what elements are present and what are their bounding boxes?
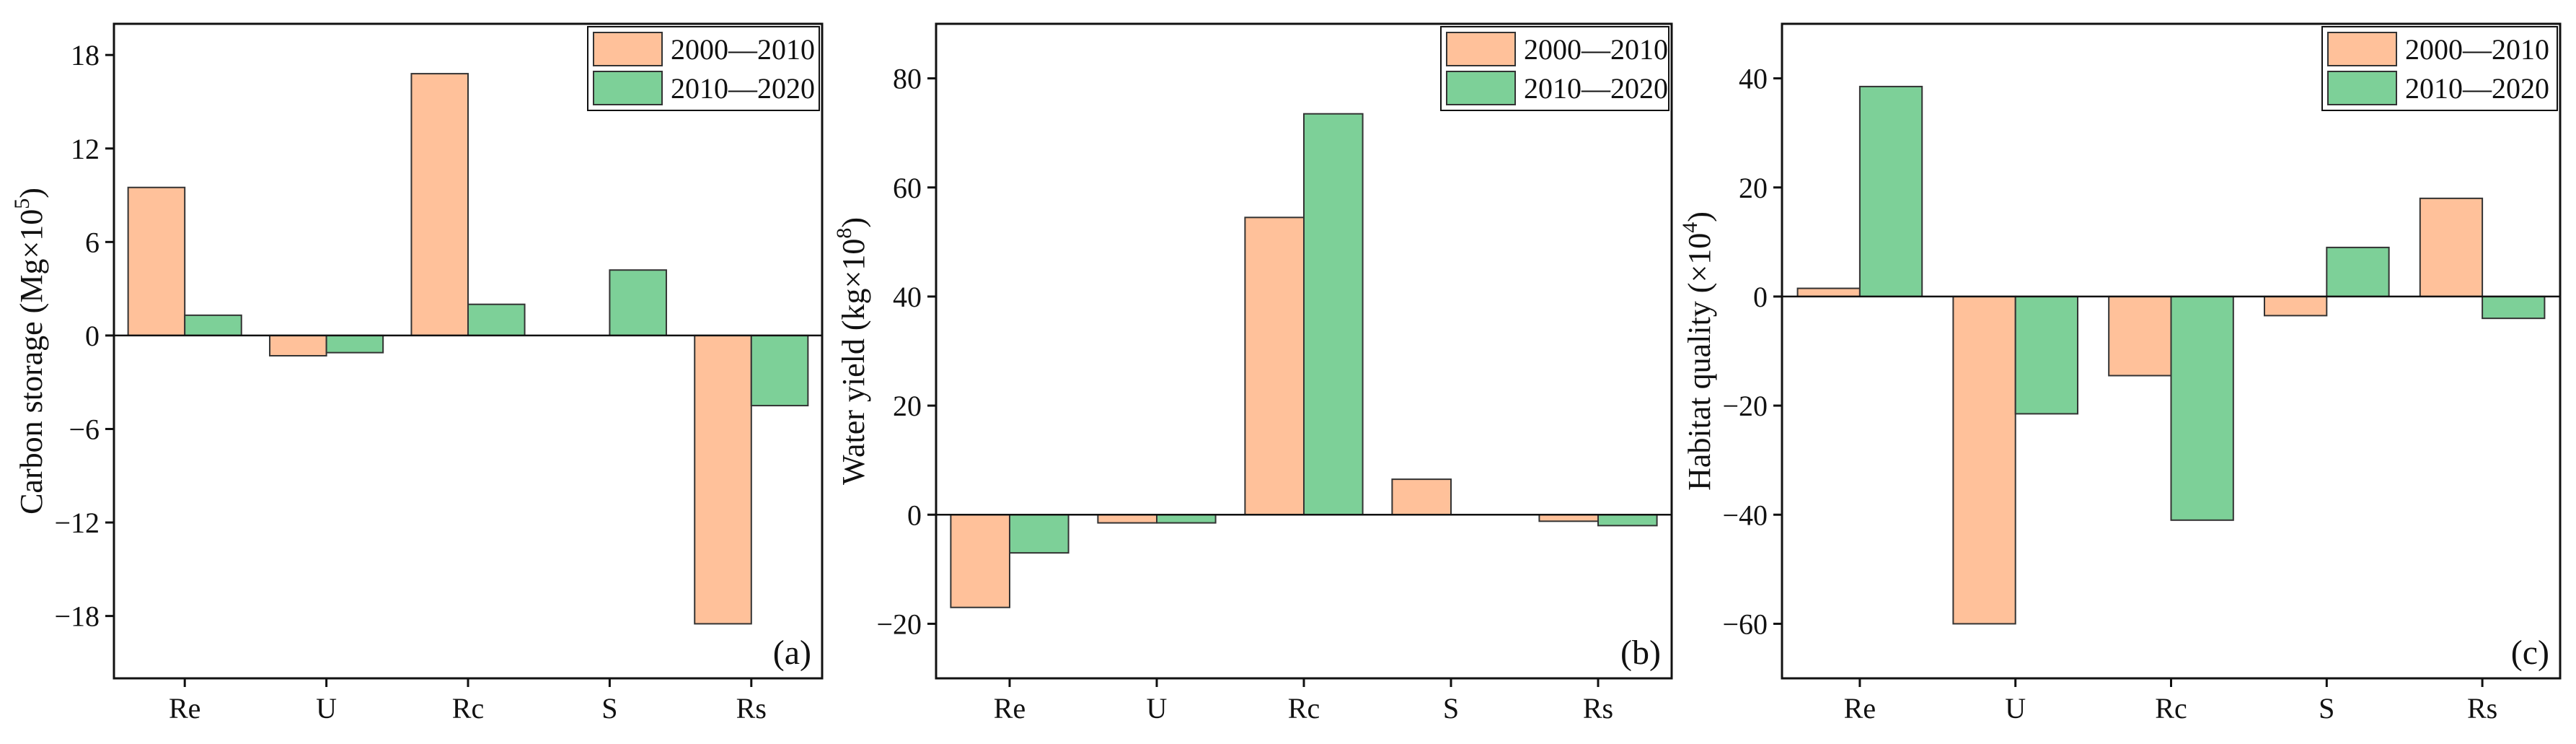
- y-tick-label: 40: [1739, 63, 1768, 95]
- y-tick-label: −40: [1722, 499, 1768, 531]
- bar-Rs-series2: [2482, 295, 2546, 320]
- y-tick-label: 60: [893, 172, 922, 204]
- panel-label: (c): [2511, 634, 2549, 672]
- y-tick-label: 20: [893, 390, 922, 422]
- y-axis-label: Water yield (kg×108): [832, 217, 871, 485]
- legend-label-1: 2000—2010: [1524, 33, 1668, 66]
- y-tick-label: −12: [54, 507, 100, 539]
- bar-Rs-series1: [2419, 197, 2484, 297]
- y-tick-label: 0: [85, 320, 100, 352]
- y-axis-label-end: ): [836, 217, 871, 228]
- x-tick-label: U: [2005, 692, 2026, 725]
- legend-swatch-2: [593, 71, 663, 105]
- bar-Rs-series1: [694, 334, 752, 625]
- x-tick-label: Rs: [2467, 692, 2497, 725]
- y-tick-label: 6: [85, 226, 100, 258]
- y-tick-label: −20: [1722, 390, 1768, 422]
- legend-swatch-2: [2327, 71, 2397, 105]
- legend-label-2: 2010—2020: [2405, 72, 2549, 105]
- x-tick-label: U: [316, 692, 337, 725]
- x-tick-label: S: [2319, 692, 2334, 725]
- legend-label-2: 2010—2020: [671, 72, 815, 105]
- x-tick-label: Rc: [2155, 692, 2187, 725]
- x-tick-label: Rs: [1583, 692, 1613, 725]
- bar-U-series1: [1952, 295, 2016, 625]
- panel-b: −20 0 20 40 60 80 Re U Rc S Rs Water yield (kg×108)…: [832, 22, 1673, 725]
- panel-label: (a): [773, 634, 811, 672]
- legend-swatch-1: [593, 32, 663, 66]
- y-tick-label: 0: [1753, 281, 1768, 313]
- y-axis-label-main: Habitat quality (×10: [1682, 233, 1717, 491]
- y-axis-label-end: ): [1682, 211, 1717, 222]
- bar-Re-series1: [127, 186, 186, 336]
- y-axis-label: Carbon storage (Mg×105): [10, 188, 49, 515]
- x-tick-label: U: [1147, 692, 1168, 725]
- y-tick-label: −18: [54, 600, 100, 633]
- y-axis-label-superscript: 5: [10, 198, 34, 209]
- legend-swatch-1: [2327, 32, 2397, 66]
- y-axis-label: Habitat quality (×104): [1678, 211, 1717, 491]
- y-axis-label-end: ): [14, 188, 49, 198]
- x-tick-label: Re: [169, 692, 200, 725]
- x-tick-label: Re: [994, 692, 1025, 725]
- bar-Rs-series1: [1538, 514, 1599, 522]
- panel-a: −18 −12 −6 0 6 12 18 Re U Rc S Rs Carbon storage (Mg…: [10, 22, 824, 725]
- legend-swatch-2: [1446, 71, 1516, 105]
- legend-label-1: 2000—2010: [671, 33, 815, 66]
- legend-label-1: 2000—2010: [2405, 33, 2549, 66]
- x-tick-label: Rc: [1288, 692, 1320, 725]
- y-tick-label: 0: [907, 499, 922, 531]
- y-axis-label-superscript: 4: [1678, 222, 1702, 233]
- legend: 2000—2010 2010—2020: [587, 26, 820, 111]
- x-tick-label: Re: [1844, 692, 1876, 725]
- bar-Re-series2: [1009, 514, 1069, 554]
- bar-U-series1: [269, 334, 327, 356]
- bar-Rc-series1: [1244, 216, 1305, 516]
- y-axis-label-superscript: 8: [832, 228, 856, 239]
- bar-U-series2: [2014, 295, 2079, 415]
- y-tick-label: −60: [1722, 608, 1768, 640]
- bar-Rc-series2: [467, 303, 526, 336]
- bar-S-series2: [609, 269, 667, 336]
- y-tick-label: 80: [893, 63, 922, 95]
- y-tick-label: 40: [893, 281, 922, 313]
- bar-Rs-series2: [750, 334, 809, 407]
- legend: 2000—2010 2010—2020: [1440, 26, 1669, 111]
- legend-label-2: 2010—2020: [1524, 72, 1668, 105]
- bar-Rc-series1: [410, 73, 469, 336]
- bar-Re-series2: [1858, 85, 1923, 297]
- bar-Rc-series2: [1303, 113, 1364, 516]
- bar-U-series2: [325, 334, 384, 354]
- bar-Re-series1: [950, 514, 1011, 608]
- bar-S-series1: [1391, 478, 1452, 516]
- y-axis-label-main: Carbon storage (Mg×10: [14, 209, 49, 515]
- bar-U-series2: [1156, 514, 1217, 524]
- x-tick-label: S: [1443, 692, 1459, 725]
- panel-c: −60 −40 −20 0 20 40 Re U Rc S Rs Habitat quality (×…: [1678, 22, 2562, 725]
- bar-Re-series2: [184, 314, 242, 336]
- bar-Rc-series2: [2170, 295, 2234, 521]
- legend: 2000—2010 2010—2020: [2321, 26, 2558, 111]
- y-tick-label: −6: [69, 413, 100, 445]
- legend-swatch-1: [1446, 32, 1516, 66]
- y-tick-label: 12: [71, 133, 100, 165]
- x-tick-label: Rc: [452, 692, 484, 725]
- x-tick-label: S: [601, 692, 617, 725]
- y-tick-label: 18: [71, 39, 100, 71]
- bar-Rc-series1: [2108, 295, 2172, 377]
- x-tick-label: Rs: [736, 692, 767, 725]
- bar-Re-series1: [1796, 287, 1861, 297]
- bar-Rs-series2: [1597, 514, 1658, 527]
- y-axis-label-main: Water yield (kg×10: [836, 239, 871, 485]
- bar-S-series2: [2326, 246, 2390, 297]
- bar-S-series1: [2263, 295, 2328, 317]
- y-tick-label: −20: [876, 608, 922, 640]
- y-tick-label: 20: [1739, 172, 1768, 204]
- panel-label: (b): [1620, 634, 1661, 672]
- bar-U-series1: [1097, 514, 1158, 524]
